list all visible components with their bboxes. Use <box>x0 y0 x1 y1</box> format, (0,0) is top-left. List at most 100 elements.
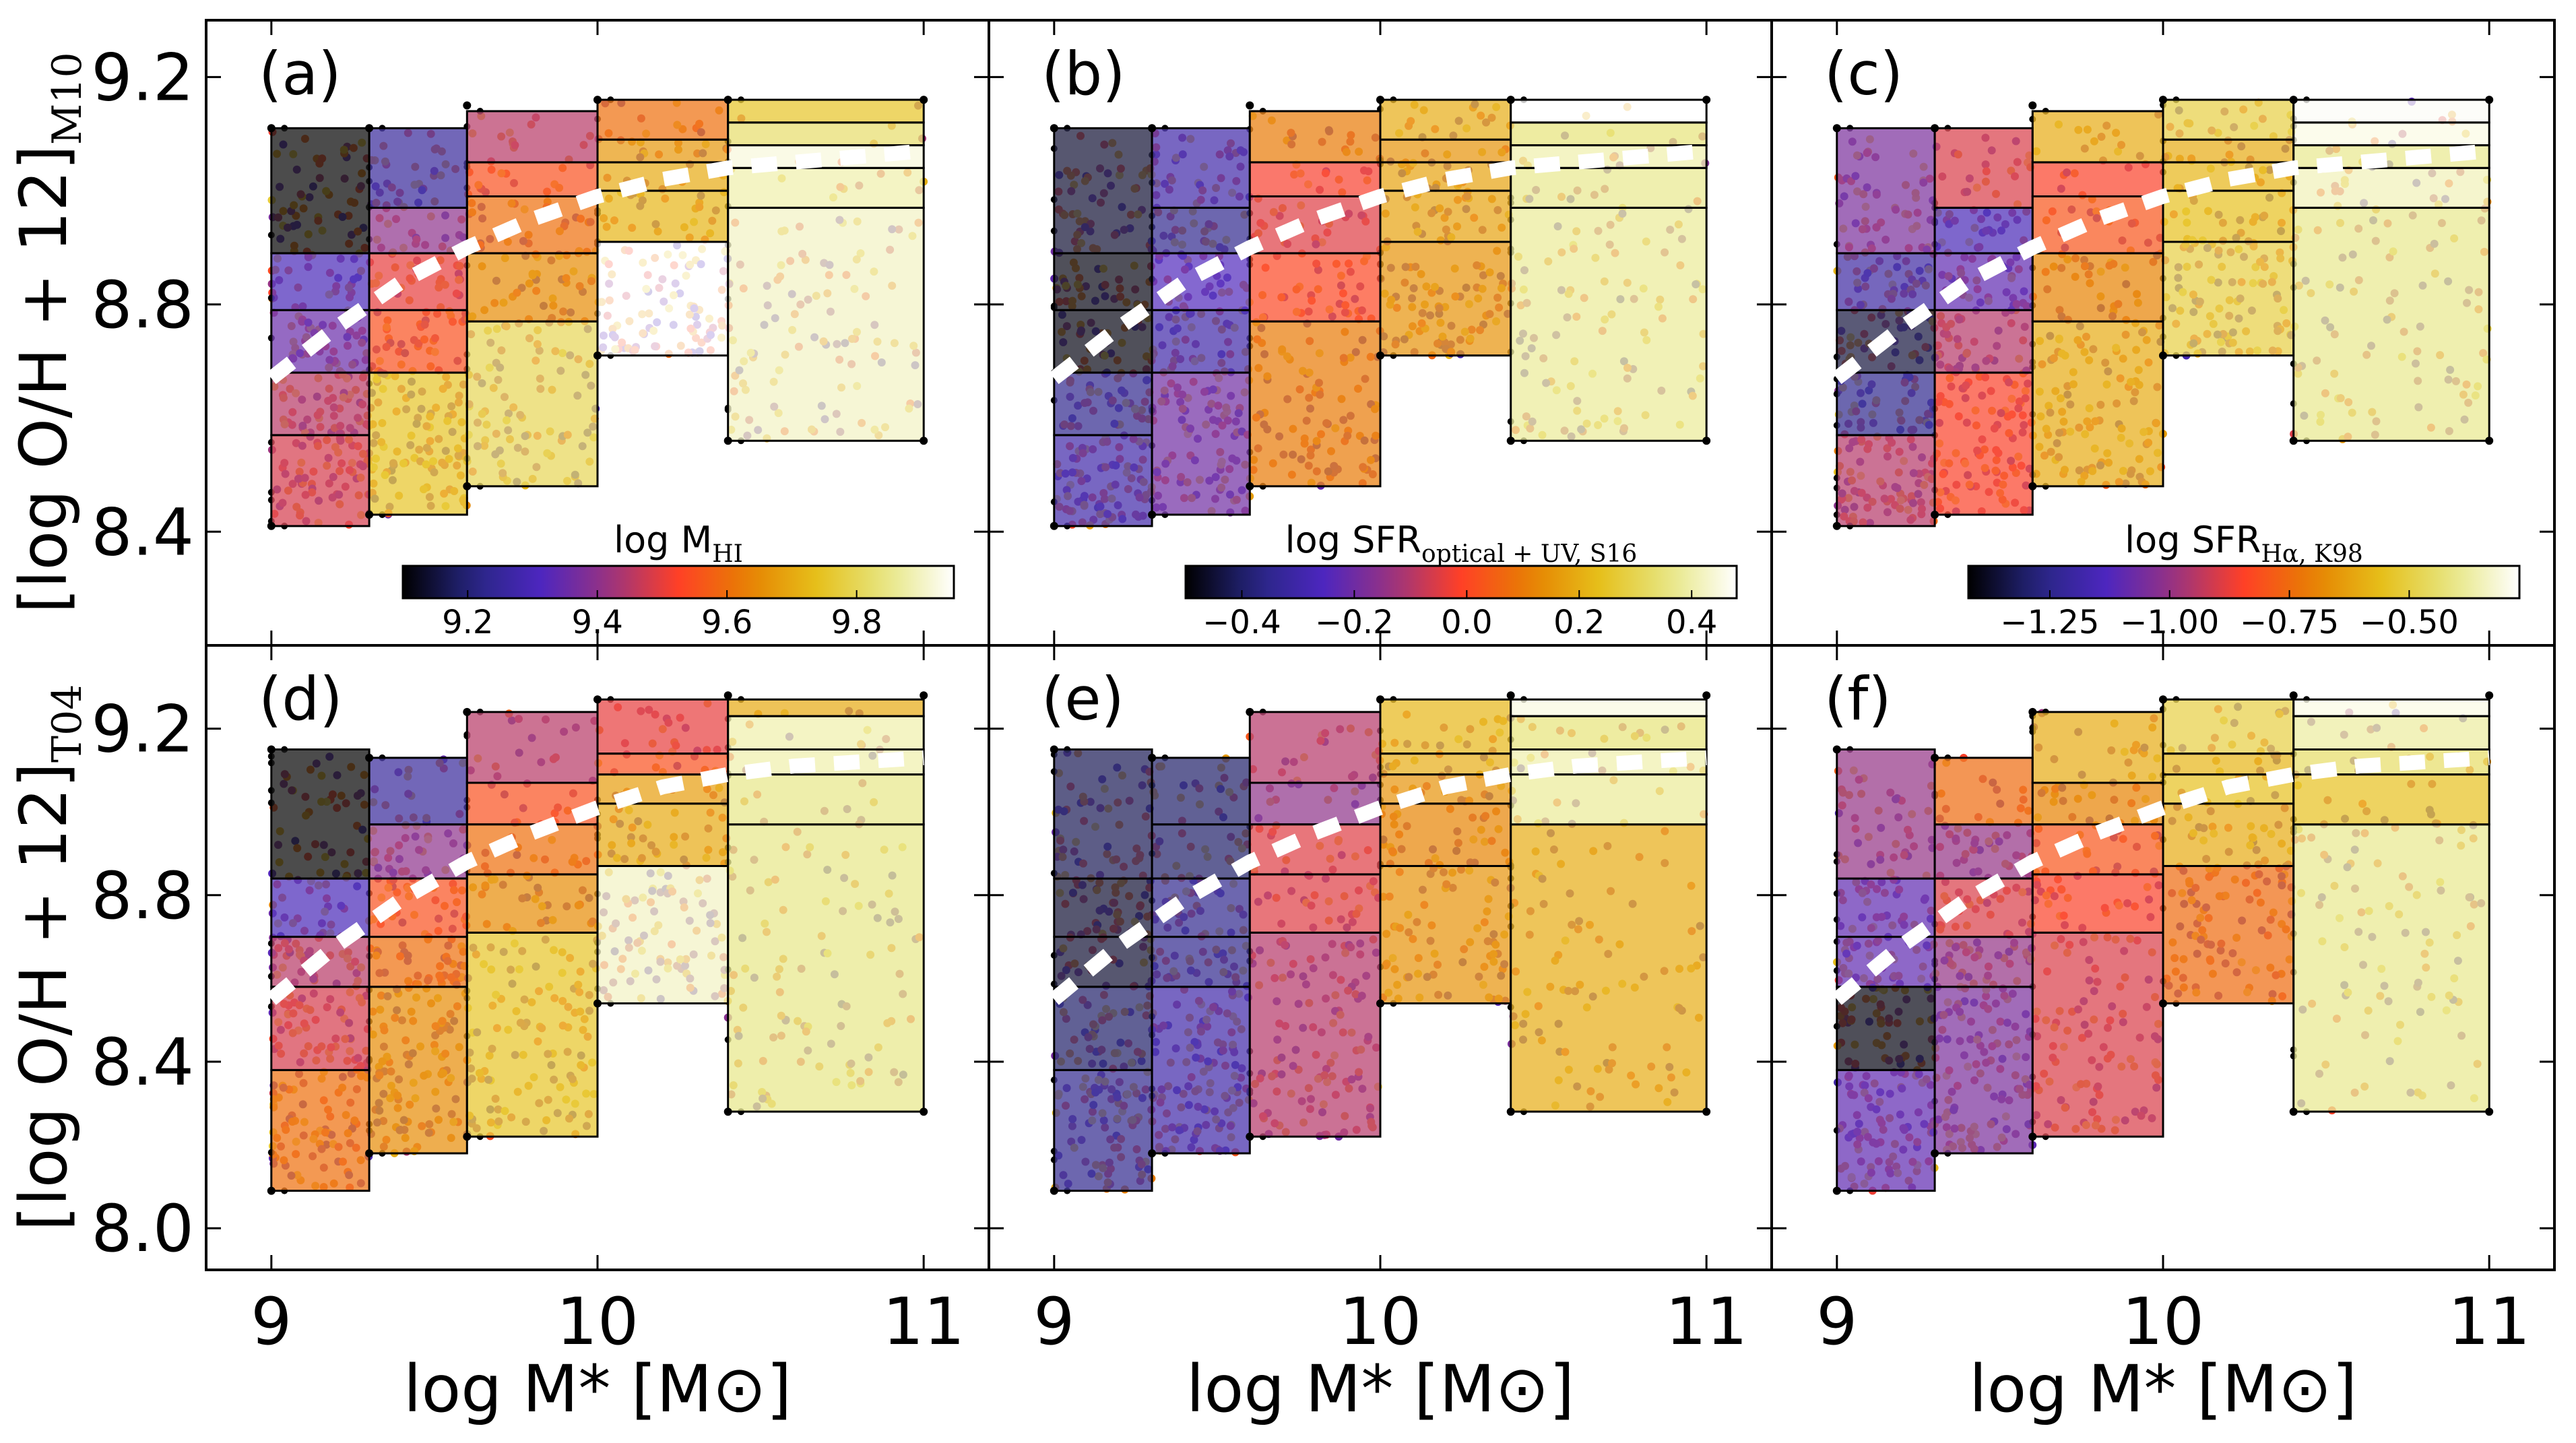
colorbar-tick-label: 9.6 <box>701 604 752 641</box>
colorbar-tick-label: −0.4 <box>1202 604 1281 641</box>
colorbar-label: log SFRoptical + UV, S16 <box>1285 519 1638 568</box>
colorbar-label-main: log SFR <box>1285 519 1421 561</box>
mzr-curve <box>1832 143 2490 385</box>
bound-point <box>267 521 276 530</box>
colorbar-tick-label: −0.50 <box>2360 604 2459 641</box>
bound-point <box>1376 351 1384 360</box>
panel-label: (a) <box>259 39 342 108</box>
quantile-box <box>2162 241 2295 357</box>
colorbar-tick-label: 0.4 <box>1666 604 1717 641</box>
y-tick-label: 8.8 <box>91 858 194 934</box>
quantile-box <box>596 138 730 164</box>
quantile-box <box>727 121 925 147</box>
quantile-box <box>1248 252 1382 323</box>
quantile-box <box>368 309 468 374</box>
quantile-box <box>1248 161 1382 197</box>
colorbar-label-sub: HI <box>712 540 743 568</box>
quantile-box <box>465 823 599 876</box>
quantile-box <box>1510 98 1708 124</box>
bound-point <box>2289 96 2298 104</box>
bound-point <box>1148 124 1157 133</box>
panel-label: (d) <box>259 664 343 734</box>
quantile-box <box>1151 206 1251 255</box>
quantile-box <box>1933 309 2034 374</box>
colorbar-tick-label: −0.2 <box>1315 604 1394 641</box>
quantile-box <box>1510 206 1708 442</box>
bound-point <box>1050 124 1058 133</box>
quantile-box <box>368 823 468 880</box>
colorbar <box>1184 565 1738 600</box>
quantile-box <box>1053 252 1153 311</box>
quantile-box <box>1379 138 1512 164</box>
quantile-box <box>2031 195 2164 255</box>
quantile-box <box>1053 434 1153 527</box>
bound-point <box>267 1186 276 1195</box>
colorbar-label-sub: Hα, K98 <box>2261 540 2363 568</box>
quantile-box <box>727 98 925 124</box>
bound-point <box>2159 351 2167 360</box>
quantile-box <box>1053 371 1153 437</box>
quantile-box <box>465 711 599 784</box>
bound-point <box>267 745 276 754</box>
y-tick-label: 8.0 <box>91 1191 194 1266</box>
quantile-box <box>270 1068 371 1192</box>
bound-point <box>723 691 732 700</box>
bound-point <box>2028 482 2037 490</box>
y-tick-label: 8.4 <box>91 1025 194 1100</box>
y-tick-label: 9.2 <box>91 40 194 115</box>
quantile-box <box>465 195 599 255</box>
panel-d: 9 10 118.08.48.89.2 (d)log M* [M⊙] <box>91 644 990 1427</box>
colorbar <box>401 565 955 600</box>
x-tick-label: 11 <box>882 1284 965 1359</box>
panel-label: (b) <box>1041 39 1126 108</box>
quantile-box <box>727 773 925 826</box>
quantile-box <box>2162 98 2295 141</box>
quantile-box <box>368 757 468 826</box>
bound-point <box>365 124 374 133</box>
bound-point <box>723 437 732 445</box>
quantile-box <box>1053 127 1153 255</box>
bound-point <box>365 511 374 519</box>
quantile-box <box>368 371 468 516</box>
quantile-box <box>2031 110 2164 164</box>
bound-point <box>593 999 602 1008</box>
quantile-box <box>465 161 599 197</box>
quantile-box <box>368 936 468 988</box>
bound-point <box>1376 96 1384 104</box>
panel-c: (c)log SFRHα, K98−1.25 −1.00 −0.75 −0.50 <box>1770 19 2556 647</box>
quantile-box <box>1510 121 1708 147</box>
bound-point <box>1506 96 1515 104</box>
bound-point <box>1246 101 1254 110</box>
bound-point <box>1832 521 1841 530</box>
mzr-curve <box>266 750 924 1005</box>
quantile-box <box>1248 110 1382 164</box>
quantile-box <box>1933 371 2034 516</box>
quantile-box <box>1248 320 1382 488</box>
quantile-box <box>596 241 730 357</box>
bound-point <box>1702 437 1711 445</box>
quantile-box <box>2292 121 2490 147</box>
bound-point <box>463 101 472 110</box>
colorbar-tick-label: 9.4 <box>572 604 623 641</box>
quantile-box <box>465 931 599 1138</box>
y-tick-label: 8.4 <box>91 494 194 570</box>
quantile-box <box>2031 320 2164 488</box>
quantile-box <box>1933 127 2034 209</box>
colorbar-label: log MHI <box>614 519 743 568</box>
quantile-box <box>2162 189 2295 243</box>
bound-point <box>1148 511 1157 519</box>
quantile-box <box>2162 138 2295 164</box>
bound-point <box>365 753 374 762</box>
bound-point <box>723 1108 732 1116</box>
bound-point <box>1050 521 1058 530</box>
quantile-box <box>1510 166 1708 209</box>
quantile-box <box>368 127 468 209</box>
panel-e: 9 10 11(e)log M* [M⊙] <box>988 644 1773 1427</box>
quantile-box <box>465 110 599 164</box>
colorbar-tick-label: 0.2 <box>1553 604 1605 641</box>
mzr-curve <box>267 143 925 385</box>
quantile-box <box>596 189 730 243</box>
quantile-box <box>270 127 371 255</box>
